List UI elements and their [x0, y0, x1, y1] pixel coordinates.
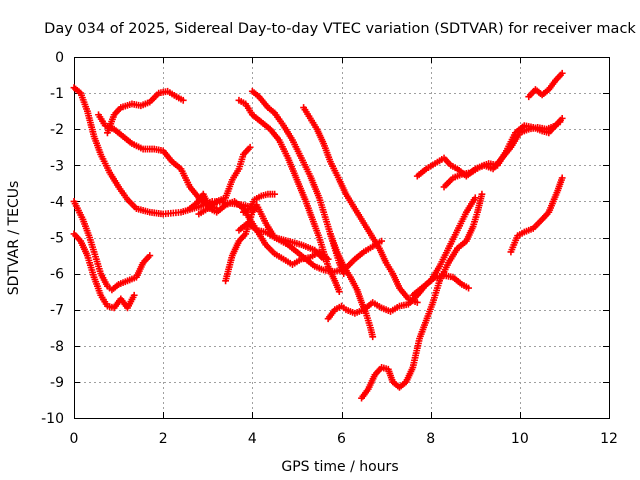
x-tick-label: 10	[511, 431, 529, 447]
series-track-16	[358, 190, 486, 402]
y-tick-label: -4	[50, 194, 64, 210]
series-track-18	[413, 114, 566, 180]
y-tick-label: -10	[41, 411, 64, 427]
y-tick-label: -3	[50, 158, 64, 174]
series-track-8	[222, 201, 386, 285]
series-track-14	[326, 230, 377, 341]
data-point	[413, 299, 421, 306]
data-point	[130, 291, 138, 299]
series-track-2	[70, 198, 154, 294]
x-tick-label: 0	[70, 431, 79, 447]
series-track-20	[525, 69, 566, 101]
series-track-12	[235, 96, 343, 296]
data-point	[378, 237, 386, 245]
axis-ticks	[74, 57, 610, 419]
data-point	[465, 284, 472, 292]
x-tick-label: 4	[248, 431, 257, 447]
data-point	[146, 252, 154, 259]
y-tick-label: -7	[50, 303, 64, 319]
y-tick-labels: 0 -1 -2 -3 -4 -5 -6 -7 -8 -9 -10	[41, 50, 64, 427]
series-track-3	[70, 230, 138, 312]
x-tick-label: 8	[426, 431, 435, 447]
data-point	[478, 190, 486, 198]
x-tick-label: 2	[159, 431, 168, 447]
data-point	[558, 114, 566, 122]
x-tick-label: 6	[337, 431, 346, 447]
data-point	[179, 96, 187, 104]
data-point	[335, 288, 343, 296]
grid	[74, 57, 609, 418]
data-point	[556, 118, 564, 126]
series-track-5	[104, 87, 187, 137]
y-tick-label: -1	[50, 86, 64, 102]
series-track-6	[195, 143, 254, 218]
x-axis-label: GPS time / hours	[281, 459, 398, 475]
data-point	[558, 69, 566, 77]
x-tick-labels: 0 2 4 6 8 10 12	[70, 431, 618, 447]
series-track-4	[95, 111, 221, 213]
y-tick-label: -8	[50, 339, 64, 355]
y-tick-label: -5	[50, 231, 64, 247]
data-point	[471, 194, 479, 202]
y-tick-label: 0	[55, 50, 64, 66]
y-tick-label: -6	[50, 267, 64, 283]
data-point	[246, 143, 254, 151]
x-tick-label: 12	[600, 431, 618, 447]
data-point	[558, 174, 566, 182]
data-point	[369, 333, 377, 341]
series-track-19	[440, 118, 564, 191]
data-point	[271, 190, 279, 198]
series-layer	[70, 69, 566, 402]
series-track-21	[507, 174, 566, 256]
y-axis-label: SDTVAR / TECUs	[6, 181, 22, 296]
series-track-15	[324, 272, 472, 323]
y-tick-label: -9	[50, 375, 64, 391]
y-tick-label: -2	[50, 122, 64, 138]
series-track-9	[240, 190, 279, 216]
chart-title: Day 034 of 2025, Sidereal Day-to-day VTE…	[44, 21, 636, 37]
series-track-17	[409, 194, 479, 299]
